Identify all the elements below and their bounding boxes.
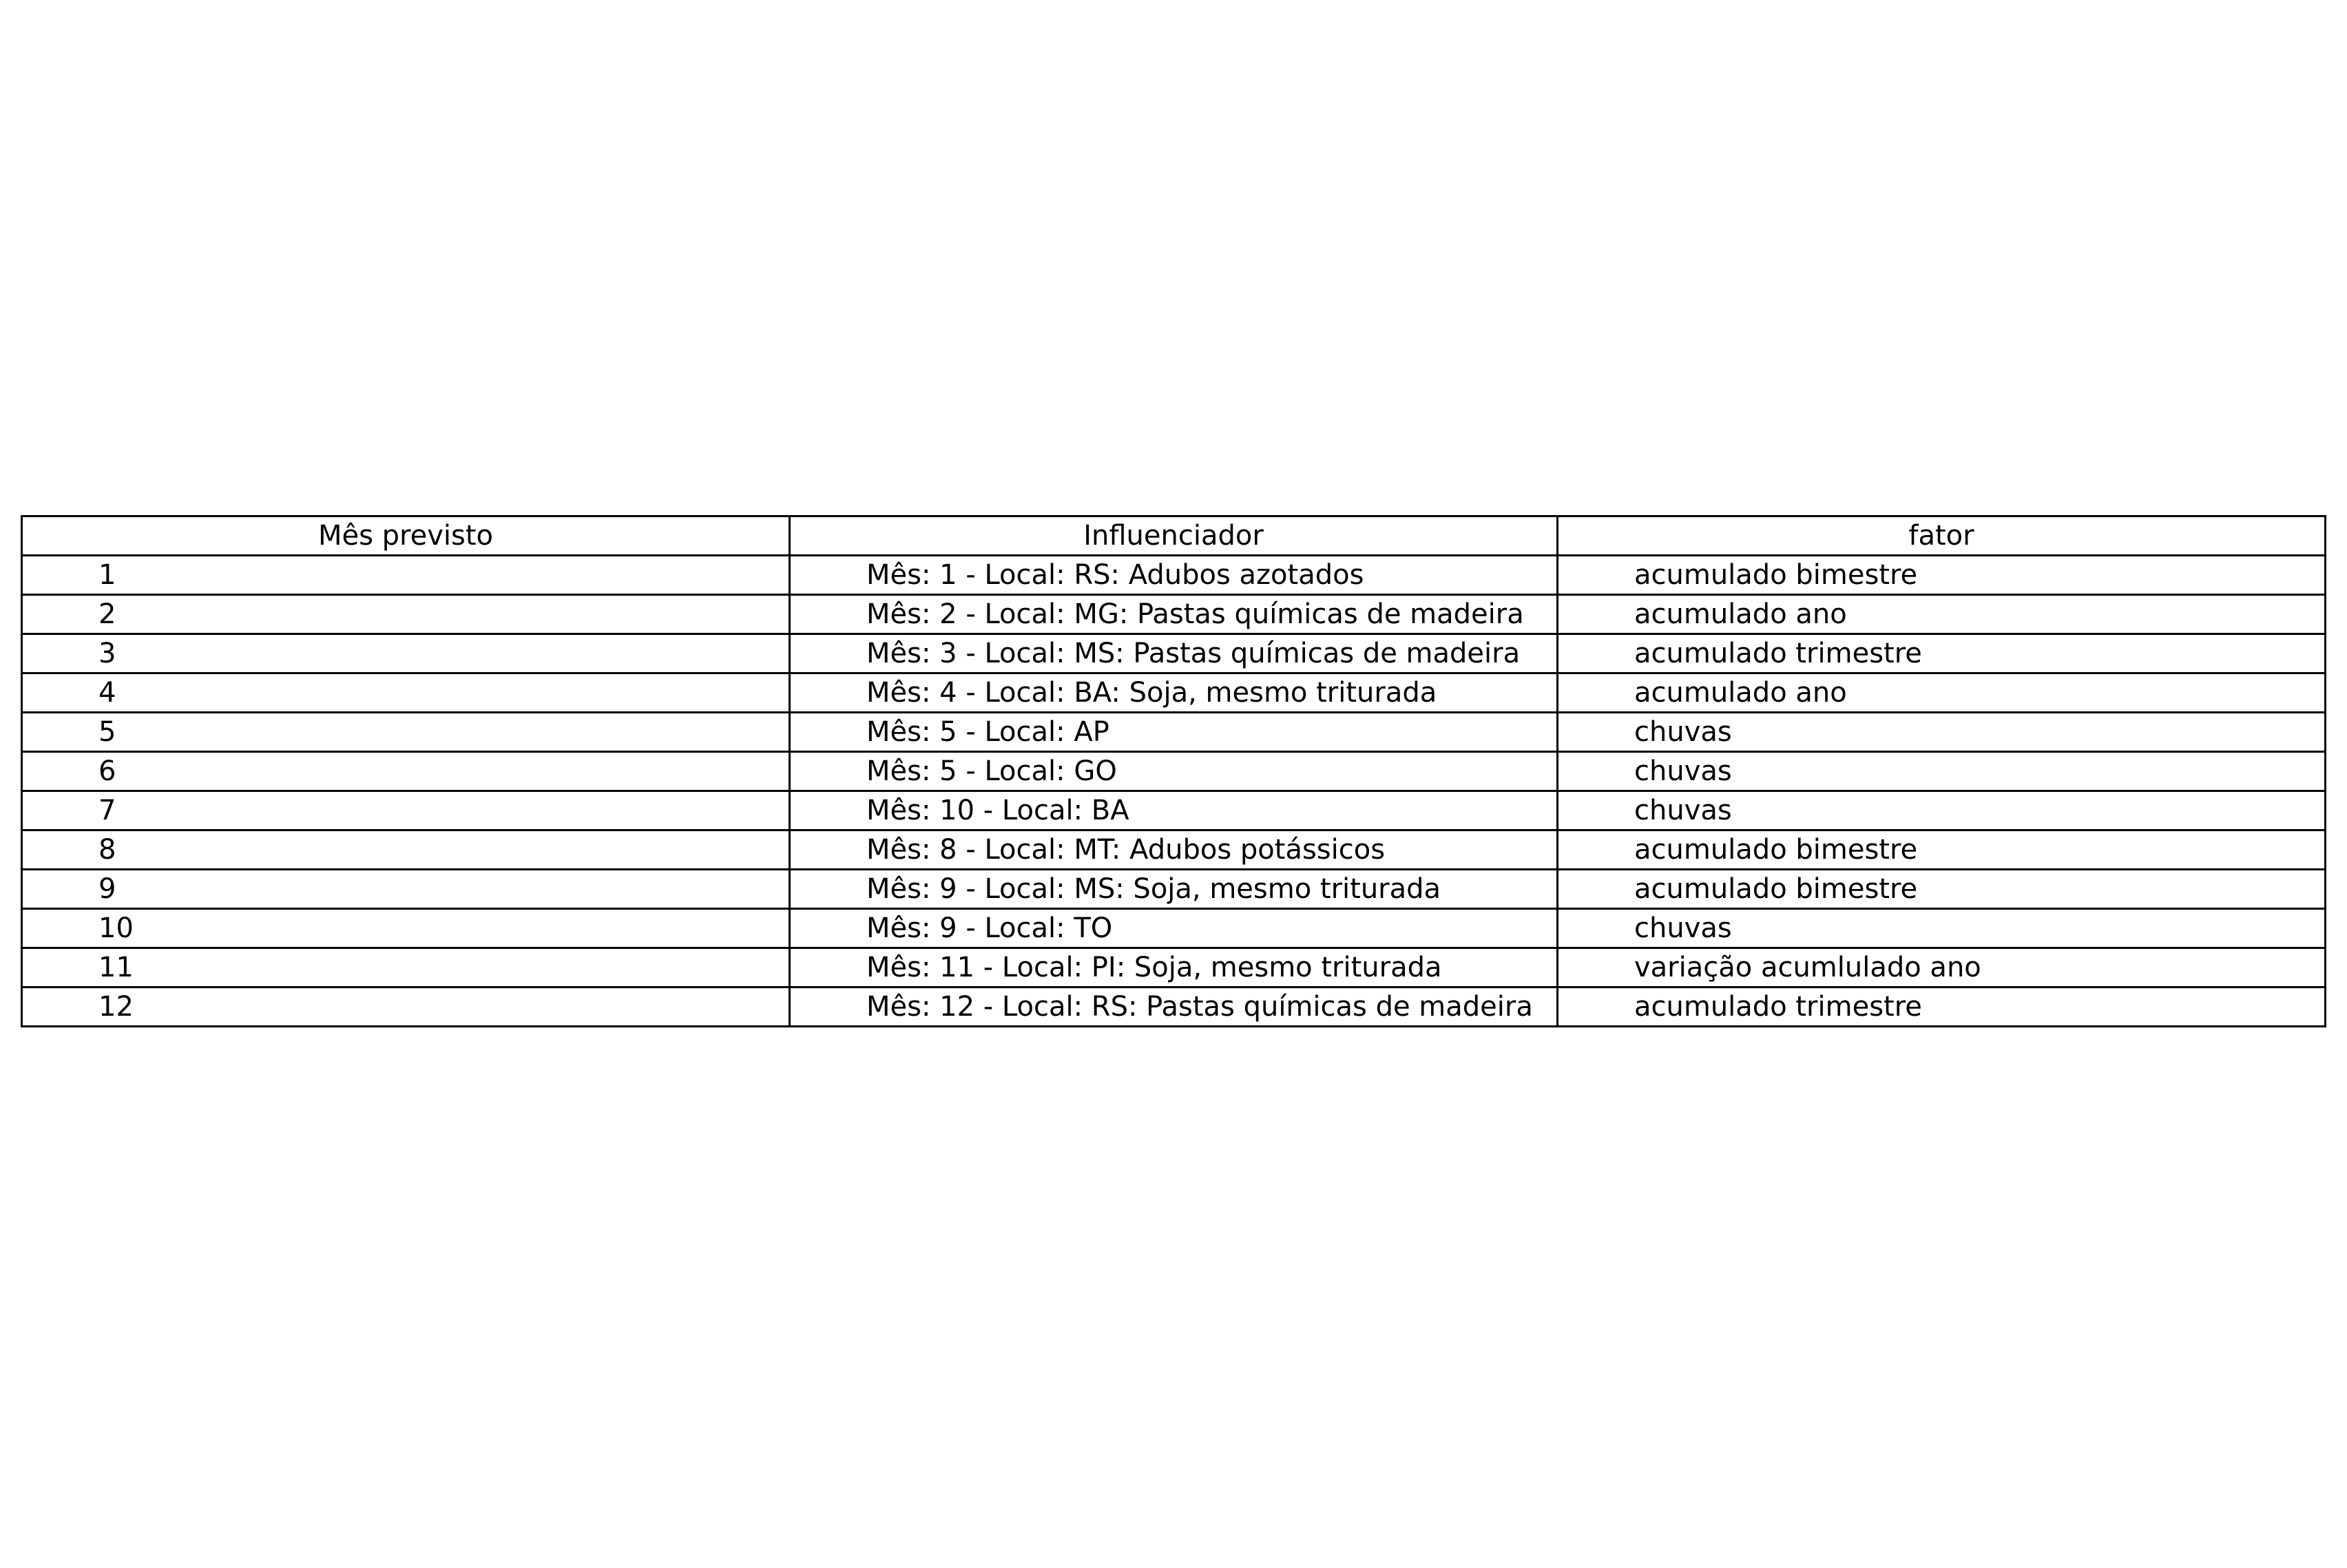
cell-mes-previsto: 10 bbox=[21, 908, 791, 949]
cell-influenciador: Mês: 5 - Local: AP bbox=[789, 711, 1558, 753]
cell-fator: acumulado bimestre bbox=[1556, 554, 2326, 596]
cell-mes-previsto: 4 bbox=[21, 672, 791, 713]
cell-fator: chuvas bbox=[1556, 751, 2326, 792]
cell-fator: acumulado bimestre bbox=[1556, 829, 2326, 870]
cell-mes-previsto: 8 bbox=[21, 829, 791, 870]
table-row: 11 Mês: 11 - Local: PI: Soja, mesmo tritu… bbox=[21, 947, 2326, 988]
table-row: 6 Mês: 5 - Local: GO chuvas bbox=[21, 751, 2326, 792]
table-row: 7 Mês: 10 - Local: BA chuvas bbox=[21, 790, 2326, 831]
header-mes-previsto: Mês previsto bbox=[21, 515, 791, 556]
cell-influenciador: Mês: 8 - Local: MT: Adubos potássicos bbox=[789, 829, 1558, 870]
cell-mes-previsto: 9 bbox=[21, 868, 791, 910]
table-row: 1 Mês: 1 - Local: RS: Adubos azotados acum… bbox=[21, 554, 2326, 596]
cell-influenciador: Mês: 12 - Local: RS: Pastas químicas de … bbox=[789, 986, 1558, 1027]
cell-mes-previsto: 3 bbox=[21, 633, 791, 674]
cell-influenciador: Mês: 1 - Local: RS: Adubos azotados bbox=[789, 554, 1558, 596]
cell-influenciador: Mês: 10 - Local: BA bbox=[789, 790, 1558, 831]
cell-mes-previsto: 6 bbox=[21, 751, 791, 792]
table-row: 2 Mês: 2 - Local: MG: Pastas químicas de … bbox=[21, 594, 2326, 635]
table-row: 3 Mês: 3 - Local: MS: Pastas químicas de … bbox=[21, 633, 2326, 674]
cell-fator: acumulado ano bbox=[1556, 594, 2326, 635]
cell-influenciador: Mês: 9 - Local: MS: Soja, mesmo triturad… bbox=[789, 868, 1558, 910]
cell-mes-previsto: 1 bbox=[21, 554, 791, 596]
cell-influenciador: Mês: 11 - Local: PI: Soja, mesmo tritura… bbox=[789, 947, 1558, 988]
cell-fator: acumulado trimestre bbox=[1556, 633, 2326, 674]
cell-fator: acumulado trimestre bbox=[1556, 986, 2326, 1027]
cell-influenciador: Mês: 5 - Local: GO bbox=[789, 751, 1558, 792]
cell-influenciador: Mês: 4 - Local: BA: Soja, mesmo triturad… bbox=[789, 672, 1558, 713]
header-influenciador: Influenciador bbox=[789, 515, 1558, 556]
cell-mes-previsto: 11 bbox=[21, 947, 791, 988]
cell-influenciador: Mês: 2 - Local: MG: Pastas químicas de m… bbox=[789, 594, 1558, 635]
cell-fator: acumulado ano bbox=[1556, 672, 2326, 713]
cell-mes-previsto: 7 bbox=[21, 790, 791, 831]
data-table: Mês previsto Influenciador fator 1 Mês: 1… bbox=[21, 515, 2326, 1027]
cell-mes-previsto: 2 bbox=[21, 594, 791, 635]
table-row: 8 Mês: 8 - Local: MT: Adubos potássicos ac… bbox=[21, 829, 2326, 870]
table-row: 10 Mês: 9 - Local: TO chuvas bbox=[21, 908, 2326, 949]
cell-fator: variação acumlulado ano bbox=[1556, 947, 2326, 988]
table-row: 9 Mês: 9 - Local: MS: Soja, mesmo tritura… bbox=[21, 868, 2326, 910]
cell-fator: chuvas bbox=[1556, 908, 2326, 949]
table-row: 4 Mês: 4 - Local: BA: Soja, mesmo tritura… bbox=[21, 672, 2326, 713]
table-row: 12 Mês: 12 - Local: RS: Pastas químicas d… bbox=[21, 986, 2326, 1027]
cell-mes-previsto: 5 bbox=[21, 711, 791, 753]
cell-mes-previsto: 12 bbox=[21, 986, 791, 1027]
cell-influenciador: Mês: 9 - Local: TO bbox=[789, 908, 1558, 949]
cell-fator: chuvas bbox=[1556, 790, 2326, 831]
cell-influenciador: Mês: 3 - Local: MS: Pastas químicas de m… bbox=[789, 633, 1558, 674]
cell-fator: chuvas bbox=[1556, 711, 2326, 753]
header-fator: fator bbox=[1556, 515, 2326, 556]
table-row: 5 Mês: 5 - Local: AP chuvas bbox=[21, 711, 2326, 753]
cell-fator: acumulado bimestre bbox=[1556, 868, 2326, 910]
header-row: Mês previsto Influenciador fator bbox=[21, 515, 2326, 556]
